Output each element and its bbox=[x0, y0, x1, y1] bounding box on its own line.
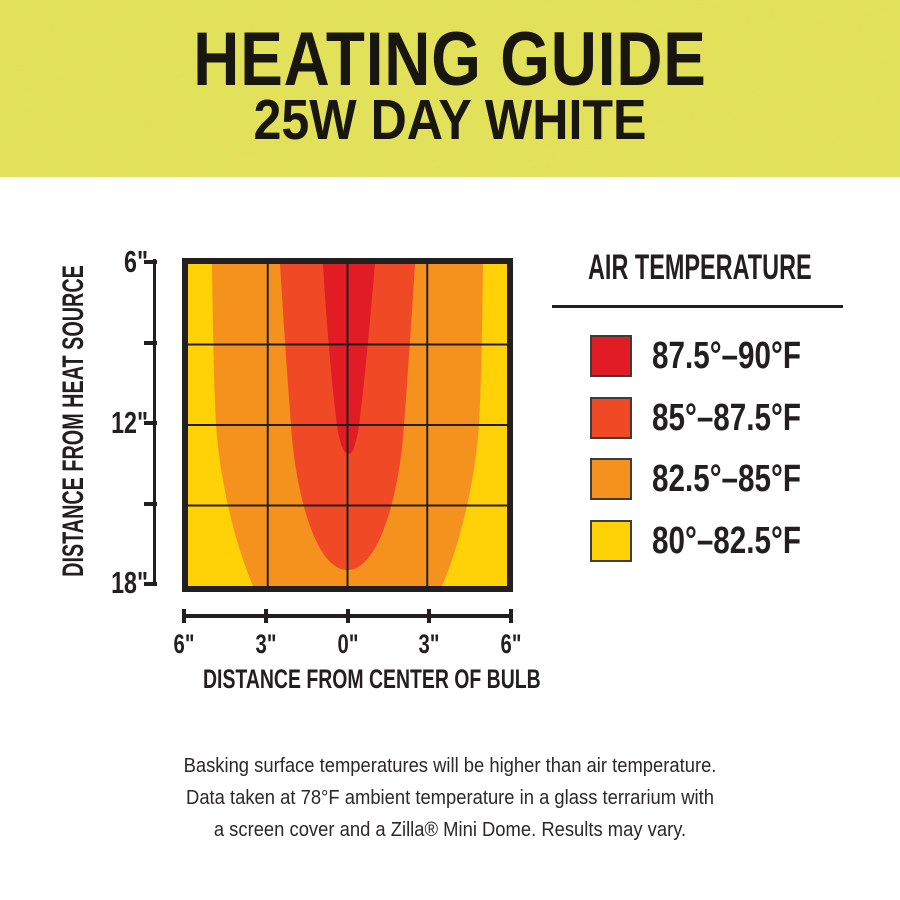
y-tick-label-18in: 18" bbox=[111, 565, 148, 600]
legend-label-80-82.5: 80°–82.5°F bbox=[652, 519, 801, 562]
legend-label-85-87.5: 85°–87.5°F bbox=[652, 396, 801, 439]
legend-swatch-85-87.5 bbox=[590, 396, 632, 439]
legend-rule bbox=[552, 305, 843, 308]
x-tick-label-0in: 0" bbox=[337, 629, 358, 659]
footnote-line-3: a screen cover and a Zilla® Mini Dome. R… bbox=[213, 819, 687, 841]
y-axis-tick bbox=[144, 421, 157, 425]
page-title: HEATING GUIDE bbox=[193, 17, 707, 102]
header-texture bbox=[0, 0, 900, 177]
zone-87.5-90 bbox=[323, 264, 375, 454]
footnote: Basking surface temperatures will be hig… bbox=[0, 750, 900, 846]
heatmap-plot bbox=[182, 258, 513, 592]
x-axis-tick bbox=[345, 609, 350, 623]
heatmap-contours bbox=[188, 264, 507, 586]
y-axis-tick bbox=[144, 501, 157, 506]
x-axis-tick bbox=[509, 609, 513, 623]
y-axis-tick bbox=[144, 582, 157, 586]
legend-label-82.5-85: 82.5°–85°F bbox=[652, 458, 801, 500]
x-tick-label-3in-left: 3" bbox=[255, 629, 277, 659]
y-axis-tick bbox=[144, 260, 157, 264]
y-tick-label-6in: 6" bbox=[124, 244, 148, 279]
legend-title: AIR TEMPERATURE bbox=[588, 248, 812, 287]
y-tick-label-12in: 12" bbox=[111, 405, 148, 440]
x-tick-label-6in-right: 6" bbox=[500, 629, 522, 659]
y-axis-title: DISTANCE FROM HEAT SOURCE bbox=[57, 265, 90, 577]
footnote-line-1: Basking surface temperatures will be hig… bbox=[183, 755, 717, 777]
x-tick-label-6in-left: 6" bbox=[173, 629, 195, 659]
x-axis-tick bbox=[427, 609, 432, 623]
legend-swatch-80-82.5 bbox=[590, 519, 632, 562]
legend-swatch-82.5-85 bbox=[590, 458, 632, 500]
x-axis-tick bbox=[263, 609, 268, 623]
legend-swatch-87.5-90 bbox=[590, 335, 632, 377]
y-axis-tick bbox=[144, 340, 157, 345]
x-axis-title: DISTANCE FROM CENTER OF BULB bbox=[203, 664, 541, 694]
footnote-line-2: Data taken at 78°F ambient temperature i… bbox=[186, 787, 714, 809]
legend-label-87.5-90: 87.5°–90°F bbox=[652, 335, 801, 377]
grid-lines bbox=[188, 264, 507, 586]
x-tick-label-3in-right: 3" bbox=[418, 629, 440, 659]
header-banner: HEATING GUIDE 25W DAY WHITE bbox=[0, 0, 900, 177]
x-axis-tick bbox=[182, 609, 186, 623]
page-subtitle: 25W DAY WHITE bbox=[253, 88, 647, 152]
